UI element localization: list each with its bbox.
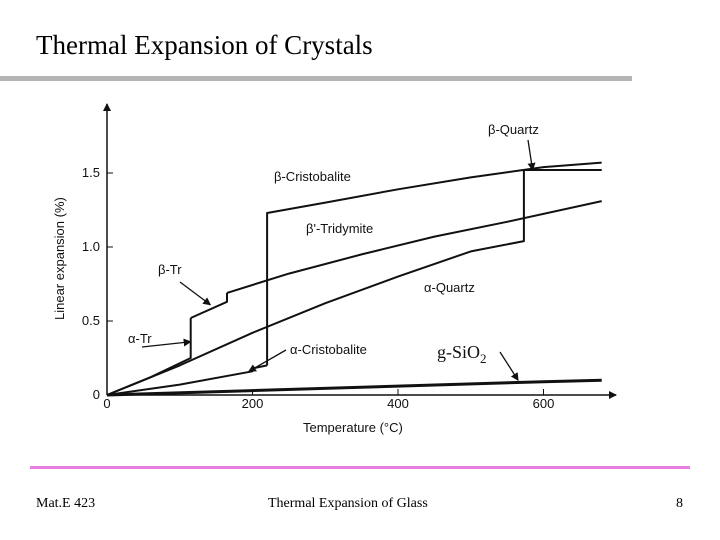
label-alpha-tr: α-Tr: [128, 331, 152, 346]
page-number: 8: [676, 496, 683, 511]
callout-arrow-alpha-cristobalite: [247, 349, 287, 372]
slide-title: Thermal Expansion of Crystals: [36, 30, 373, 60]
label-beta-cristobalite: β-Cristobalite: [274, 169, 351, 184]
series-line-beta-cristobalite: [266, 161, 602, 366]
y-axis-label: Linear expansion (%): [52, 197, 67, 320]
label-beta-quartz: β-Quartz: [488, 122, 539, 137]
x-tick-label-200: 200: [242, 396, 264, 411]
y-tick-label-1.0: 1.0: [82, 239, 100, 254]
y-tick-label-1.5: 1.5: [82, 165, 100, 180]
y-tick-label-0: 0: [93, 387, 100, 402]
x-tick-label-400: 400: [387, 396, 409, 411]
course-code: Mat.E 423: [36, 496, 96, 511]
callout-arrow-beta-tr: [179, 281, 212, 306]
callout-arrow-beta-quartz: [527, 139, 536, 172]
x-tick-label-0: 0: [103, 396, 110, 411]
series-line-alpha-tr: [106, 318, 192, 396]
callout-arrow-alpha-tr: [141, 338, 192, 348]
callout-arrow-g-sio2: [499, 351, 519, 382]
x-axis-label: Temperature (°C): [303, 420, 403, 435]
title-divider: [0, 76, 632, 81]
footer-divider: [30, 466, 690, 469]
series-line-g-sio2: [106, 378, 602, 397]
footer-title: Thermal Expansion of Glass: [268, 496, 428, 511]
label-alpha-cristobalite: α-Cristobalite: [290, 342, 367, 357]
series-line-beta-prime-tridymite: [226, 200, 602, 294]
series-line-alpha-quartz: [106, 170, 525, 396]
series-line-beta-tr: [190, 292, 228, 319]
label-beta-tr: β-Tr: [158, 262, 182, 277]
y-tick-label-0.5: 0.5: [82, 313, 100, 328]
x-tick-label-600: 600: [533, 396, 555, 411]
label-beta-prime-tridymite: β'-Tridymite: [306, 221, 373, 236]
label-g-sio2: g-SiO2: [437, 342, 487, 366]
label-alpha-quartz: α-Quartz: [424, 280, 475, 295]
